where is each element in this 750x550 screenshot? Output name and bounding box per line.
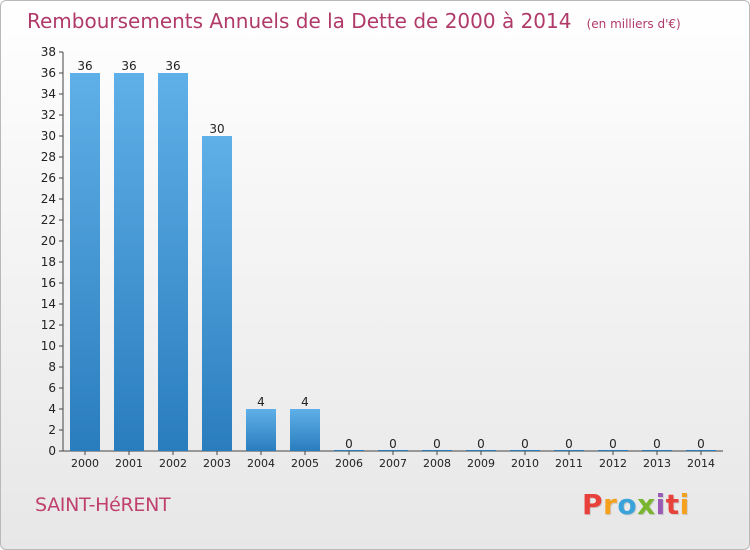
proxiti-logo: Proxiti [582,488,690,521]
y-tick-label: 16 [41,276,56,290]
bar [202,136,232,451]
y-tick-label: 30 [41,129,56,143]
y-tick-label: 12 [41,318,56,332]
x-tick-label: 2011 [555,457,583,470]
logo-letter: o [617,488,638,521]
y-tick-label: 36 [41,66,56,80]
data-label: 36 [121,59,136,73]
x-tick-label: 2006 [335,457,363,470]
bar [114,73,144,451]
chart-title-row: Remboursements Annuels de la Dette de 20… [27,9,681,33]
bar [598,450,628,451]
y-tick-label: 26 [41,171,56,185]
chart-unit: (en milliers d'€) [586,17,681,31]
bar [510,450,540,451]
y-tick-label: 4 [48,402,56,416]
x-tick-label: 2009 [467,457,495,470]
data-label: 0 [477,437,485,451]
data-label: 36 [165,59,180,73]
x-tick-label: 2001 [115,457,143,470]
y-tick-label: 2 [48,423,56,437]
x-tick-label: 2013 [643,457,671,470]
y-tick-label: 24 [41,192,56,206]
y-tick-label: 18 [41,255,56,269]
bar [290,409,320,451]
data-label: 0 [521,437,529,451]
y-tick-label: 14 [41,297,56,311]
x-tick-label: 2003 [203,457,231,470]
data-label: 0 [609,437,617,451]
x-tick-label: 2005 [291,457,319,470]
data-label: 30 [209,122,224,136]
logo-letter: P [582,488,604,521]
y-tick-label: 20 [41,234,56,248]
bar [334,450,364,451]
y-tick-label: 28 [41,150,56,164]
data-label: 0 [565,437,573,451]
data-label: 36 [77,59,92,73]
x-tick-label: 2004 [247,457,275,470]
x-tick-label: 2007 [379,457,407,470]
x-tick-label: 2010 [511,457,539,470]
y-tick-label: 34 [41,87,56,101]
data-label: 4 [301,395,309,409]
y-tick-label: 0 [48,444,56,458]
y-tick-label: 6 [48,381,56,395]
logo-letter: x [637,488,656,521]
bar [642,450,672,451]
y-tick-label: 10 [41,339,56,353]
bar [686,450,716,451]
y-tick-label: 38 [41,45,56,59]
bar [70,73,100,451]
data-label: 4 [257,395,265,409]
y-tick-label: 8 [48,360,56,374]
chart-title: Remboursements Annuels de la Dette de 20… [27,9,572,33]
x-tick-label: 2012 [599,457,627,470]
bar [378,450,408,451]
x-tick-label: 2014 [687,457,715,470]
bar [422,450,452,451]
bar [554,450,584,451]
bar [466,450,496,451]
x-tick-label: 2000 [71,457,99,470]
data-label: 0 [697,437,705,451]
y-tick-label: 32 [41,108,56,122]
data-label: 0 [345,437,353,451]
x-tick-label: 2002 [159,457,187,470]
logo-letter: i [679,488,690,521]
y-tick-label: 22 [41,213,56,227]
logo-letter: t [665,488,680,521]
logo-letter: i [655,488,666,521]
data-label: 0 [653,437,661,451]
x-tick-label: 2008 [423,457,451,470]
logo-letter: r [603,488,618,521]
data-label: 0 [433,437,441,451]
bar [158,73,188,451]
data-label: 0 [389,437,397,451]
commune-name: SAINT-HéRENT [35,494,171,516]
bar [246,409,276,451]
